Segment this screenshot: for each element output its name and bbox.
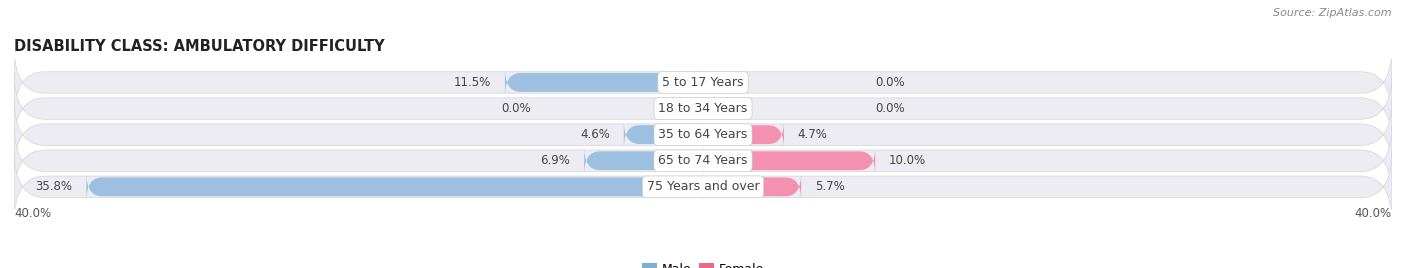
FancyBboxPatch shape — [583, 147, 703, 175]
FancyBboxPatch shape — [14, 151, 1392, 223]
FancyBboxPatch shape — [14, 46, 1392, 119]
Text: 5.7%: 5.7% — [815, 180, 845, 193]
Text: 0.0%: 0.0% — [501, 102, 531, 115]
FancyBboxPatch shape — [703, 173, 801, 201]
FancyBboxPatch shape — [86, 173, 703, 201]
Text: Source: ZipAtlas.com: Source: ZipAtlas.com — [1274, 8, 1392, 18]
Text: 11.5%: 11.5% — [454, 76, 491, 89]
Text: 10.0%: 10.0% — [889, 154, 927, 167]
FancyBboxPatch shape — [703, 147, 875, 175]
Text: 75 Years and over: 75 Years and over — [647, 180, 759, 193]
Text: 6.9%: 6.9% — [540, 154, 571, 167]
Text: 40.0%: 40.0% — [1355, 207, 1392, 220]
Text: 65 to 74 Years: 65 to 74 Years — [658, 154, 748, 167]
Text: 35 to 64 Years: 35 to 64 Years — [658, 128, 748, 141]
Text: 0.0%: 0.0% — [875, 76, 905, 89]
Text: 4.7%: 4.7% — [797, 128, 828, 141]
FancyBboxPatch shape — [14, 72, 1392, 145]
FancyBboxPatch shape — [14, 124, 1392, 197]
Legend: Male, Female: Male, Female — [637, 258, 769, 268]
Text: 5 to 17 Years: 5 to 17 Years — [662, 76, 744, 89]
Text: 40.0%: 40.0% — [14, 207, 51, 220]
FancyBboxPatch shape — [624, 121, 703, 149]
FancyBboxPatch shape — [505, 68, 703, 96]
FancyBboxPatch shape — [703, 121, 785, 149]
Text: 18 to 34 Years: 18 to 34 Years — [658, 102, 748, 115]
Text: 0.0%: 0.0% — [875, 102, 905, 115]
Text: DISABILITY CLASS: AMBULATORY DIFFICULTY: DISABILITY CLASS: AMBULATORY DIFFICULTY — [14, 39, 385, 54]
Text: 35.8%: 35.8% — [35, 180, 73, 193]
Text: 4.6%: 4.6% — [581, 128, 610, 141]
FancyBboxPatch shape — [14, 98, 1392, 171]
